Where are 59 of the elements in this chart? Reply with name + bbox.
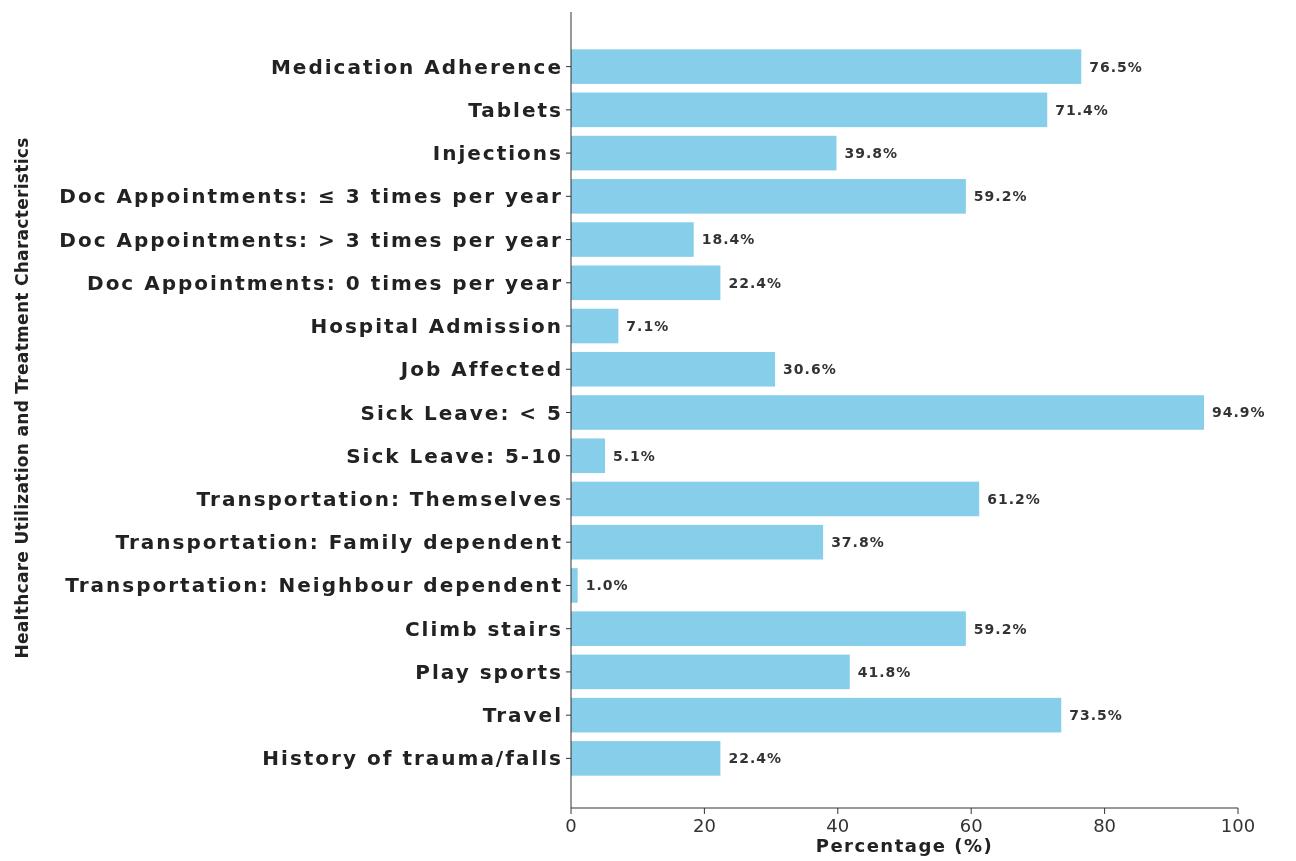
data-label: 61.2% bbox=[987, 490, 1041, 507]
y-tick-label: Transportation: Neighbour dependent bbox=[65, 573, 563, 598]
bar bbox=[571, 135, 837, 171]
y-tick-label: Doc Appointments: > 3 times per year bbox=[59, 227, 563, 252]
y-tick-label: Transportation: Family dependent bbox=[115, 530, 563, 555]
y-tick-label: Job Affected bbox=[398, 357, 563, 382]
y-tick-label: Hospital Admission bbox=[310, 314, 563, 339]
data-label: 76.5% bbox=[1089, 58, 1143, 75]
data-label: 41.8% bbox=[857, 663, 912, 680]
x-tick-label: 40 bbox=[826, 815, 850, 836]
y-tick-label: Transportation: Themselves bbox=[196, 486, 563, 511]
data-label: 22.4% bbox=[728, 274, 782, 291]
data-label: 73.5% bbox=[1069, 707, 1123, 724]
bar bbox=[571, 179, 966, 214]
bar bbox=[571, 568, 578, 603]
y-tick-label: Doc Appointments: 0 times per year bbox=[87, 270, 563, 295]
x-tick-label: 0 bbox=[565, 815, 577, 836]
data-label: 22.4% bbox=[728, 750, 782, 767]
y-tick-label: Travel bbox=[482, 703, 563, 728]
data-label: 18.4% bbox=[701, 231, 756, 248]
bar bbox=[571, 741, 721, 776]
y-tick-label: Doc Appointments: ≤ 3 times per year bbox=[59, 184, 563, 209]
data-label: 30.6% bbox=[783, 361, 837, 378]
y-tick-label: Sick Leave: < 5 bbox=[360, 400, 563, 425]
data-label: 59.2% bbox=[973, 620, 1028, 637]
x-tick-label: 100 bbox=[1220, 815, 1256, 836]
bar bbox=[571, 395, 1204, 430]
bar bbox=[571, 438, 606, 474]
data-label: 7.1% bbox=[626, 317, 670, 334]
bar bbox=[571, 697, 1062, 733]
x-tick-label: 20 bbox=[692, 815, 716, 836]
x-tick-label: 60 bbox=[959, 815, 983, 836]
data-label: 5.1% bbox=[613, 447, 656, 464]
y-tick-label: Climb stairs bbox=[404, 616, 563, 641]
data-label: 37.8% bbox=[831, 534, 885, 551]
data-label: 94.9% bbox=[1211, 404, 1266, 421]
y-tick-label: History of trauma/falls bbox=[262, 746, 563, 771]
bar bbox=[571, 92, 1048, 128]
data-label: 71.4% bbox=[1055, 101, 1109, 118]
bar bbox=[571, 49, 1082, 84]
bar bbox=[571, 481, 980, 517]
data-label: 59.2% bbox=[973, 188, 1028, 205]
bar bbox=[571, 611, 966, 646]
y-tick-label: Play sports bbox=[415, 659, 563, 684]
bar bbox=[571, 308, 619, 344]
y-tick-label: Tablets bbox=[468, 97, 563, 122]
y-tick-label: Medication Adherence bbox=[270, 54, 563, 79]
x-tick-label: 80 bbox=[1093, 815, 1117, 836]
y-axis-title: Healthcare Utilization and Treatment Characteristics bbox=[12, 137, 32, 659]
bar bbox=[571, 351, 776, 387]
bar bbox=[571, 265, 721, 301]
bar bbox=[571, 524, 824, 560]
bar bbox=[571, 222, 694, 257]
data-label: 39.8% bbox=[844, 144, 899, 161]
y-tick-label: Injections bbox=[432, 141, 563, 166]
bar bbox=[571, 654, 850, 690]
y-tick-label: Sick Leave: 5-10 bbox=[346, 443, 563, 468]
x-axis-title: Percentage (%) bbox=[815, 835, 994, 856]
data-label: 1.0% bbox=[585, 577, 629, 594]
